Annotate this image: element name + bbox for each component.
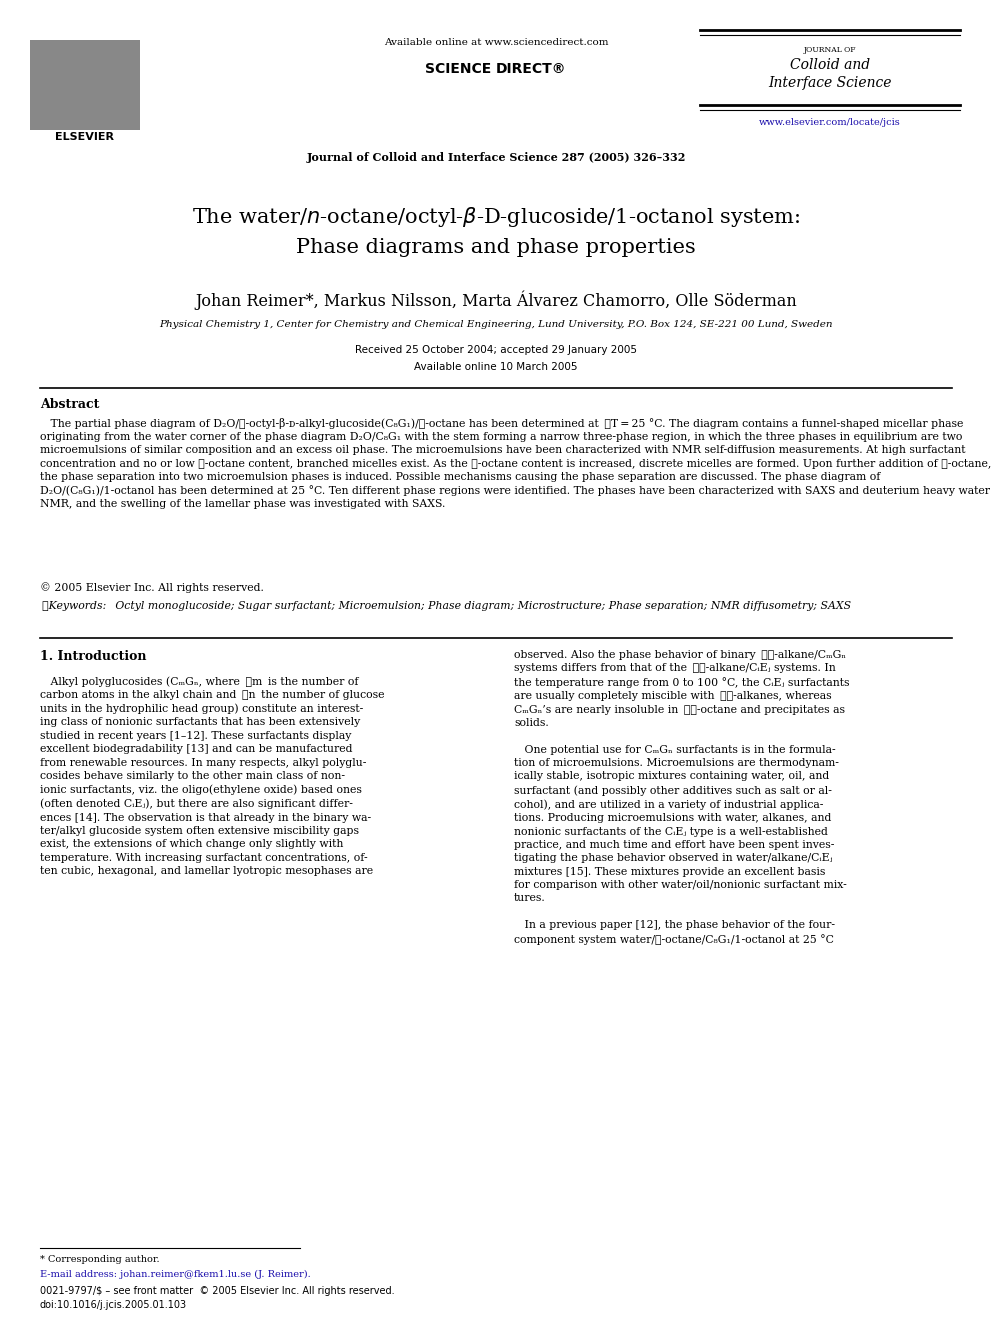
Text: Abstract: Abstract [40, 398, 99, 411]
Text: © 2005 Elsevier Inc. All rights reserved.: © 2005 Elsevier Inc. All rights reserved… [40, 582, 264, 593]
Text: ﻿Keywords:   Octyl monoglucoside; Sugar surfactant; Microemulsion; Phase diagram: ﻿Keywords: Octyl monoglucoside; Sugar su… [40, 601, 851, 611]
Text: ELSEVIER: ELSEVIER [56, 132, 114, 142]
Text: Phase diagrams and phase properties: Phase diagrams and phase properties [297, 238, 695, 257]
Text: DIRECT®: DIRECT® [496, 62, 566, 75]
Text: www.elsevier.com/locate/jcis: www.elsevier.com/locate/jcis [759, 118, 901, 127]
Text: Available online 10 March 2005: Available online 10 March 2005 [415, 363, 577, 372]
Text: 0021-9797/$ – see front matter  © 2005 Elsevier Inc. All rights reserved.: 0021-9797/$ – see front matter © 2005 El… [40, 1286, 395, 1297]
Bar [30, 40, 140, 130]
Text: Physical Chemistry 1, Center for Chemistry and Chemical Engineering, Lund Univer: Physical Chemistry 1, Center for Chemist… [160, 320, 832, 329]
Text: Journal of Colloid and Interface Science 287 (2005) 326–332: Journal of Colloid and Interface Science… [307, 152, 685, 163]
Text: SCIENCE: SCIENCE [425, 62, 496, 75]
Text: Interface Science: Interface Science [768, 75, 892, 90]
Text: Colloid and: Colloid and [790, 58, 870, 71]
Text: * Corresponding author.: * Corresponding author. [40, 1256, 160, 1263]
Text: Johan Reimer*, Markus Nilsson, Marta Álvarez Chamorro, Olle Söderman: Johan Reimer*, Markus Nilsson, Marta Álv… [195, 290, 797, 310]
Text: Alkyl polyglucosides (CₘGₙ, where  ﻿m  is the number of
carbon atoms in the alky: Alkyl polyglucosides (CₘGₙ, where ﻿m is … [40, 676, 385, 876]
Text: The water/$n$-octane/octyl-$\beta$-$\mathregular{D}$-glucoside/1-octanol system:: The water/$n$-octane/octyl-$\beta$-$\mat… [191, 205, 801, 229]
Text: JOURNAL OF: JOURNAL OF [804, 46, 856, 54]
Text: observed. Also the phase behavior of binary  ﻿ℓ-alkane/CₘGₙ
systems differs from: observed. Also the phase behavior of bin… [514, 650, 849, 945]
Text: 1. Introduction: 1. Introduction [40, 650, 147, 663]
Text: Received 25 October 2004; accepted 29 January 2005: Received 25 October 2004; accepted 29 Ja… [355, 345, 637, 355]
Text: The partial phase diagram of D₂O/ℓ-octyl-β-ᴅ-alkyl-glucoside(C₈G₁)/ℓ-octane has : The partial phase diagram of D₂O/ℓ-octyl… [40, 418, 991, 509]
Text: E-mail address: johan.reimer@fkem1.lu.se (J. Reimer).: E-mail address: johan.reimer@fkem1.lu.se… [40, 1270, 310, 1279]
Text: doi:10.1016/j.jcis.2005.01.103: doi:10.1016/j.jcis.2005.01.103 [40, 1301, 187, 1310]
Text: Available online at www.sciencedirect.com: Available online at www.sciencedirect.co… [384, 38, 608, 48]
